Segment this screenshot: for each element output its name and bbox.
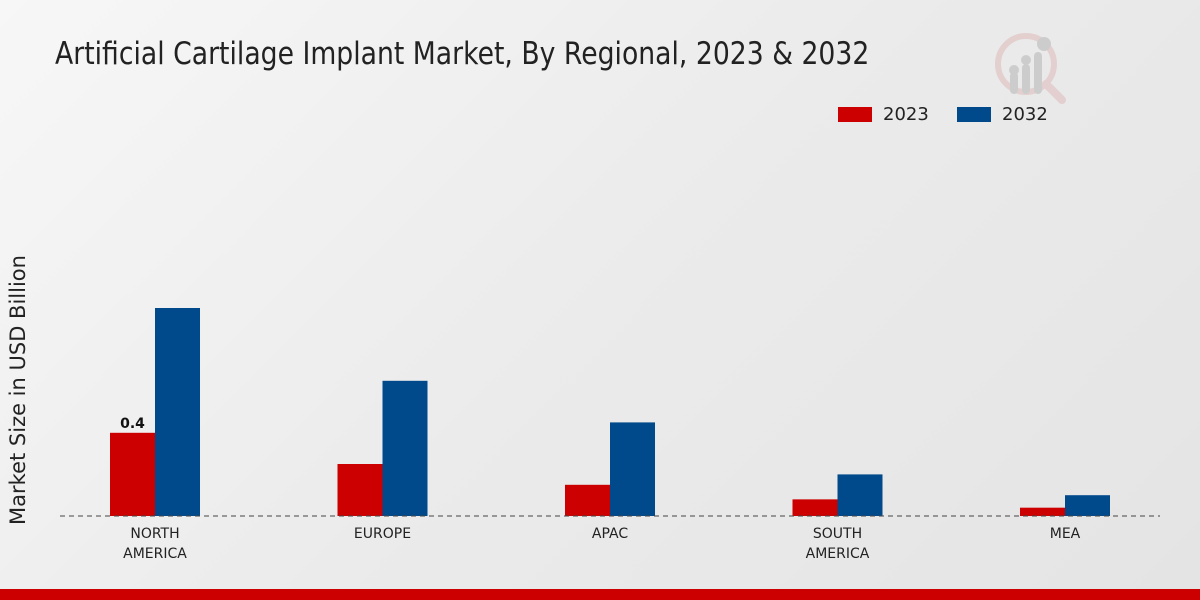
bar-2023 [337, 464, 383, 516]
bar-2023 [792, 499, 838, 516]
chart-title: Artificial Cartilage Implant Market, By … [55, 36, 870, 72]
bar-2032 [155, 308, 200, 516]
legend-item-2023: 2023 [838, 104, 929, 125]
x-tick-label: APAC [592, 526, 628, 542]
bar-2023 [1020, 507, 1065, 516]
x-tick-label: SOUTH [813, 526, 862, 542]
logo-icon [995, 33, 1066, 104]
x-tick-label: EUROPE [354, 526, 411, 542]
legend-item-2032: 2032 [957, 104, 1048, 125]
bar-2023 [110, 432, 155, 516]
legend-swatch-2032 [957, 107, 991, 122]
bar-2032 [837, 474, 883, 516]
x-tick-label: MEA [1050, 526, 1081, 542]
x-tick-label: AMERICA [123, 546, 187, 562]
footer-bar [0, 589, 1200, 600]
x-tick-label: AMERICA [806, 546, 870, 562]
data-label: 0.4 [120, 416, 145, 432]
x-tick-label: NORTH [130, 526, 179, 542]
legend-label: 2032 [1002, 104, 1048, 125]
bar-2032 [1065, 495, 1110, 516]
bar-2032 [610, 422, 655, 516]
legend-swatch-2023 [838, 107, 872, 122]
legend-label: 2023 [883, 104, 929, 125]
bar-2023 [565, 484, 610, 516]
bar-2032 [382, 380, 428, 516]
